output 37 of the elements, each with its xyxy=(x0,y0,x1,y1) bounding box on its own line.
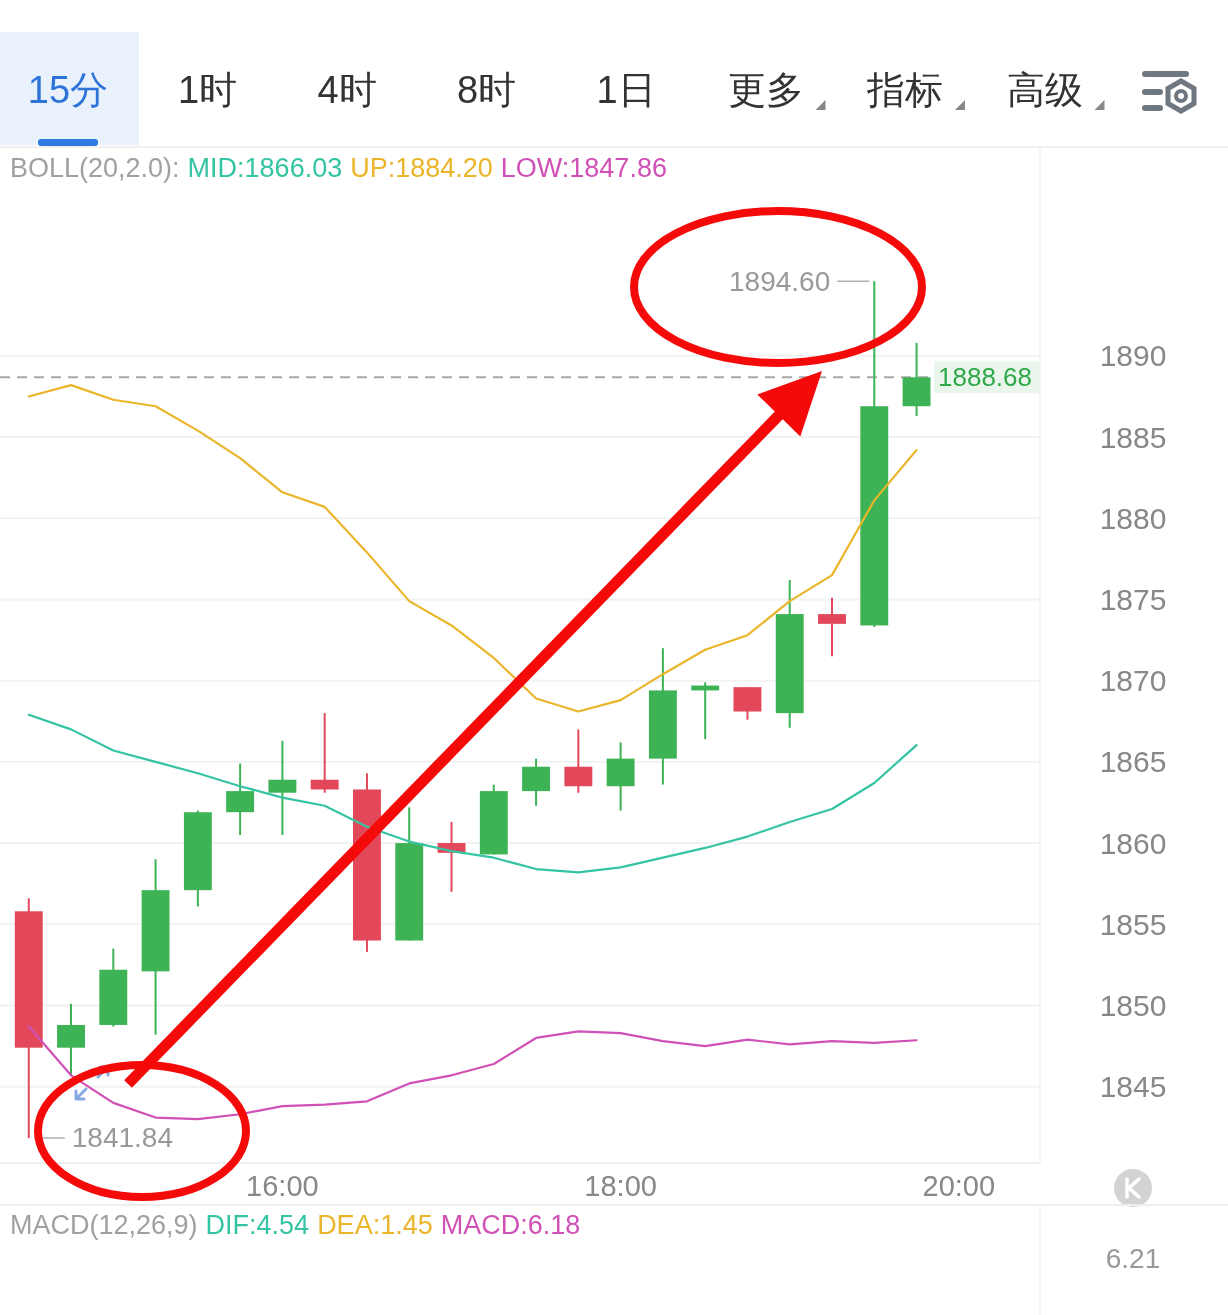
legend: MID:1866.03 UP:1884.20 LOW:1847.86 xyxy=(187,153,667,183)
text: 1时 xyxy=(177,69,238,111)
line-series xyxy=(27,384,918,713)
text: DIF:4.54 xyxy=(205,1210,310,1240)
y-tick-label: 1860 xyxy=(1099,826,1167,860)
text: 6.21 xyxy=(1105,1242,1161,1274)
text: 高级 xyxy=(1006,69,1083,111)
text: 8时 xyxy=(456,69,517,111)
text: 更多 xyxy=(727,69,804,111)
candlestick xyxy=(268,739,297,836)
line-series xyxy=(27,1025,918,1121)
y-tick-label: 1850 xyxy=(1099,988,1167,1022)
y-tick-label: 1865 xyxy=(1099,745,1167,779)
y-tick-label: 1880 xyxy=(1099,501,1167,535)
candlestick xyxy=(310,712,339,794)
y-tick-label: 1870 xyxy=(1099,664,1167,698)
annotation: 1894.60 xyxy=(729,265,831,297)
y-tick-label: 1890 xyxy=(1099,339,1167,373)
text: MACD:6.18 xyxy=(440,1210,581,1240)
x-tick-label: 16:00 xyxy=(246,1170,319,1202)
chart-title: BOLL(20,2.0): xyxy=(10,153,180,183)
ref-line-label: 1888.68 xyxy=(938,362,1032,393)
annotation: 1841.84 xyxy=(71,1122,173,1154)
y-tick-label: 1845 xyxy=(1099,1070,1167,1104)
line-series xyxy=(27,713,918,874)
text: MACD(12,26,9) xyxy=(10,1210,198,1240)
text: 4时 xyxy=(317,69,377,111)
y-tick-label: 1855 xyxy=(1099,907,1167,941)
x-tick-label: 20:00 xyxy=(922,1170,996,1202)
text: 15分 xyxy=(27,69,109,111)
y-tick-label: 1875 xyxy=(1099,582,1167,616)
candlestick xyxy=(818,596,846,658)
y-tick-label: 1885 xyxy=(1099,420,1167,454)
text: 1日 xyxy=(596,69,656,111)
text: DEA:1.45 xyxy=(317,1210,433,1240)
x-tick-label: 18:00 xyxy=(584,1170,657,1202)
text: 指标 xyxy=(866,69,943,111)
